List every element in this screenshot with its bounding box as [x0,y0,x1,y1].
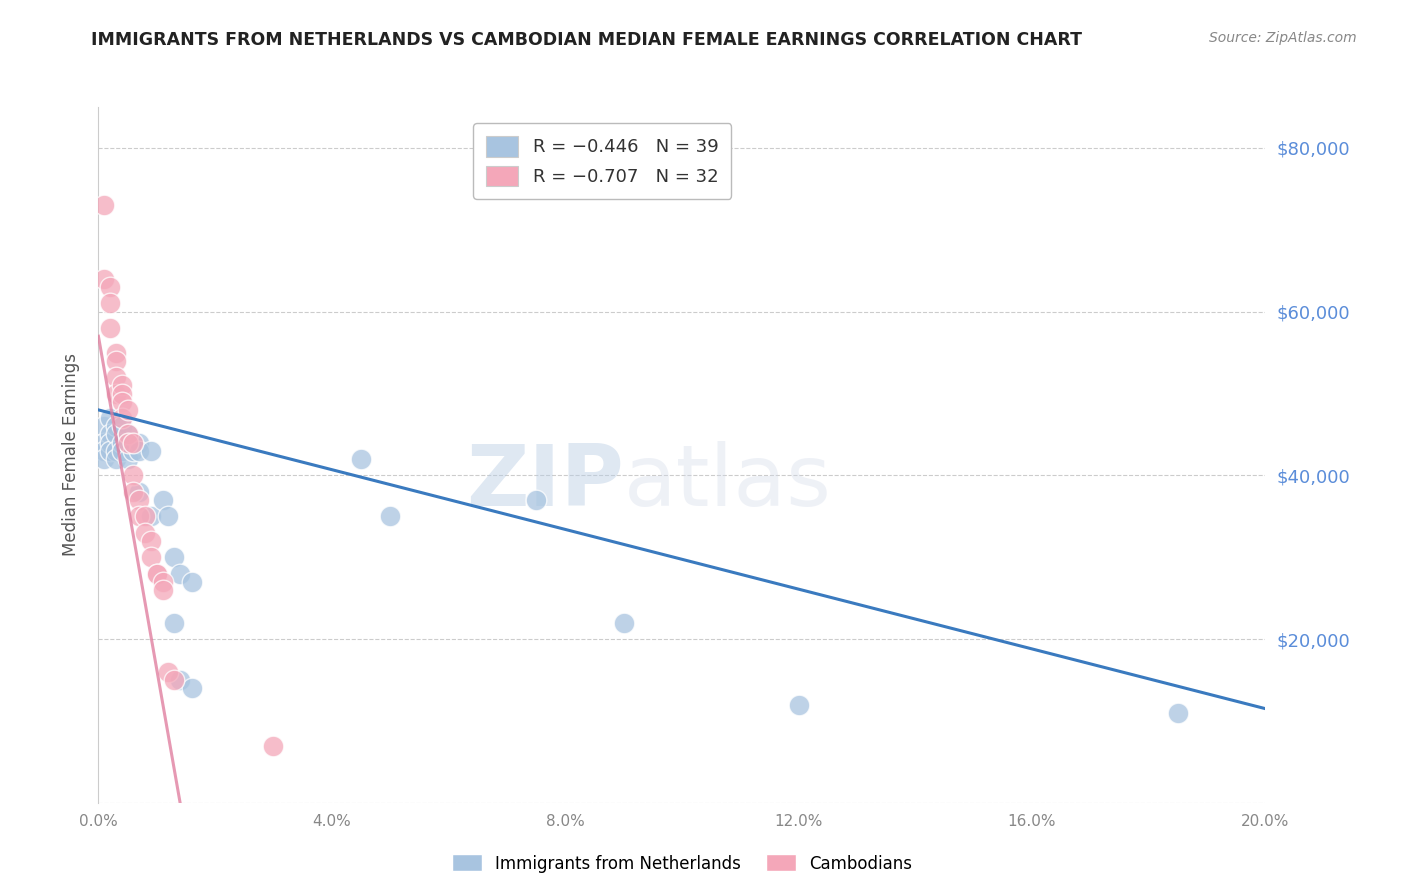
Point [128,492,150,507]
Point [98,435,121,450]
Point [1167,706,1189,720]
Point [93,272,115,286]
Point [117,403,139,417]
Legend: R = −0.446   N = 39, R = −0.707   N = 32: R = −0.446 N = 39, R = −0.707 N = 32 [474,123,731,199]
Point [104,443,127,458]
Point [157,509,180,524]
Point [98,443,121,458]
Point [98,411,121,425]
Point [163,550,186,565]
Point [128,435,150,450]
Point [117,435,139,450]
Point [157,665,180,679]
Text: IMMIGRANTS FROM NETHERLANDS VS CAMBODIAN MEDIAN FEMALE EARNINGS CORRELATION CHAR: IMMIGRANTS FROM NETHERLANDS VS CAMBODIAN… [91,31,1083,49]
Point [180,574,202,589]
Legend: Immigrants from Netherlands, Cambodians: Immigrants from Netherlands, Cambodians [444,847,920,880]
Y-axis label: Median Female Earnings: Median Female Earnings [62,353,80,557]
Point [104,345,127,359]
Point [128,509,150,524]
Point [111,411,134,425]
Point [104,452,127,467]
Point [612,615,634,630]
Point [787,698,810,712]
Point [169,566,191,581]
Point [93,443,115,458]
Point [111,419,134,434]
Point [139,533,162,548]
Point [139,443,162,458]
Point [152,574,174,589]
Point [104,419,127,434]
Point [378,509,402,524]
Point [128,484,150,499]
Point [122,435,145,450]
Point [152,492,174,507]
Point [524,492,547,507]
Text: atlas: atlas [624,442,831,524]
Point [180,681,202,696]
Point [104,386,127,401]
Point [117,452,139,467]
Point [134,525,156,540]
Point [139,509,162,524]
Point [111,394,134,409]
Point [122,484,145,499]
Point [122,435,145,450]
Point [111,378,134,392]
Point [152,582,174,597]
Point [134,509,156,524]
Point [104,353,127,368]
Point [117,435,139,450]
Point [146,566,169,581]
Point [93,452,115,467]
Point [262,739,284,753]
Point [169,673,191,687]
Point [122,443,145,458]
Point [163,615,186,630]
Point [111,443,134,458]
Text: ZIP: ZIP [465,442,624,524]
Point [128,443,150,458]
Point [139,550,162,565]
Point [93,435,115,450]
Point [98,296,121,310]
Point [98,321,121,335]
Point [104,370,127,384]
Point [122,468,145,483]
Point [111,435,134,450]
Point [117,427,139,442]
Text: Source: ZipAtlas.com: Source: ZipAtlas.com [1209,31,1357,45]
Point [111,386,134,401]
Point [104,427,127,442]
Point [98,280,121,294]
Point [93,198,115,212]
Point [350,452,373,467]
Point [163,673,186,687]
Point [117,427,139,442]
Point [93,419,115,434]
Point [98,427,121,442]
Point [146,566,169,581]
